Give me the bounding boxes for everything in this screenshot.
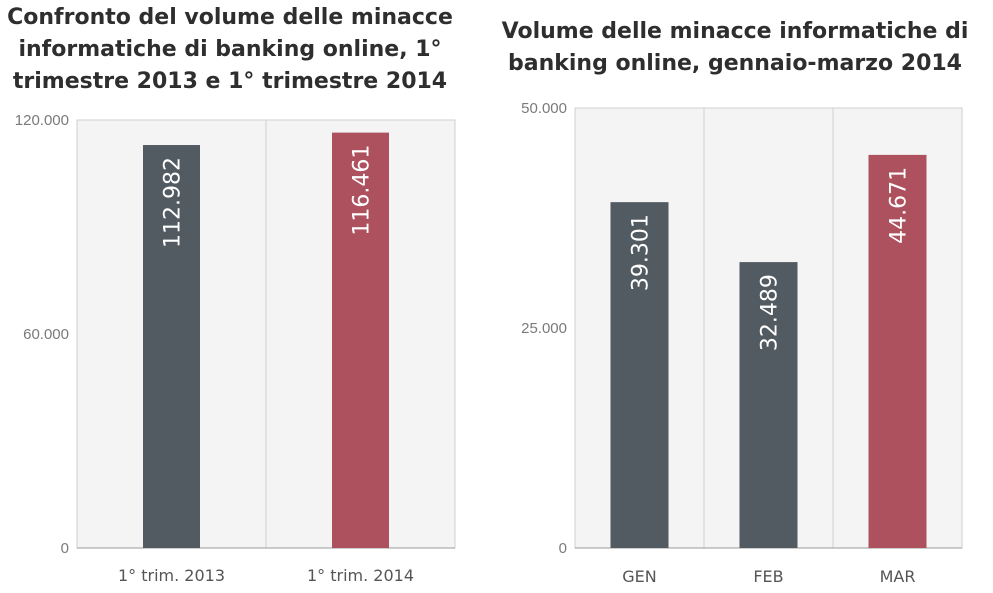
left-y-tick-label: 120.000 (15, 112, 69, 129)
chart-title-right: Volume delle minacce informatiche di ban… (500, 16, 970, 80)
title-line: Confronto del volume delle minacce (7, 5, 453, 30)
right-bar (610, 202, 669, 549)
left-y-tick-label: 60.000 (23, 326, 69, 343)
right-y-tick-label: 25.000 (521, 320, 567, 337)
right-y-tick-label: 0 (559, 540, 567, 557)
left-bar (332, 132, 389, 548)
left-y-tick-label: 0 (61, 540, 69, 557)
right-x-tick-label: MAR (880, 567, 916, 586)
right-y-tick-label: 50.000 (521, 100, 567, 117)
title-line: banking online, gennaio-marzo 2014 (507, 51, 962, 76)
title-line: informatiche di banking online, 1° (18, 37, 442, 62)
title-line: trimestre 2013 e 1° trimestre 2014 (12, 69, 448, 94)
left-x-tick-label: 1° trim. 2014 (307, 566, 414, 585)
right-bar (868, 154, 927, 548)
right-data-label: 32.489 (758, 274, 783, 351)
right-x-tick-label: GEN (622, 567, 656, 586)
title-line: Volume delle minacce informatiche di (501, 19, 969, 44)
right-bar (739, 262, 798, 548)
left-data-label: 112.982 (161, 157, 186, 248)
left-bar (143, 145, 200, 548)
right-data-label: 39.301 (629, 214, 654, 291)
left-data-label: 116.461 (350, 145, 375, 236)
right-data-label: 44.671 (887, 167, 912, 244)
right-x-tick-label: FEB (753, 567, 783, 586)
chart-title-left: Confronto del volume delle minacce infor… (0, 2, 460, 98)
left-x-tick-label: 1° trim. 2013 (118, 566, 225, 585)
